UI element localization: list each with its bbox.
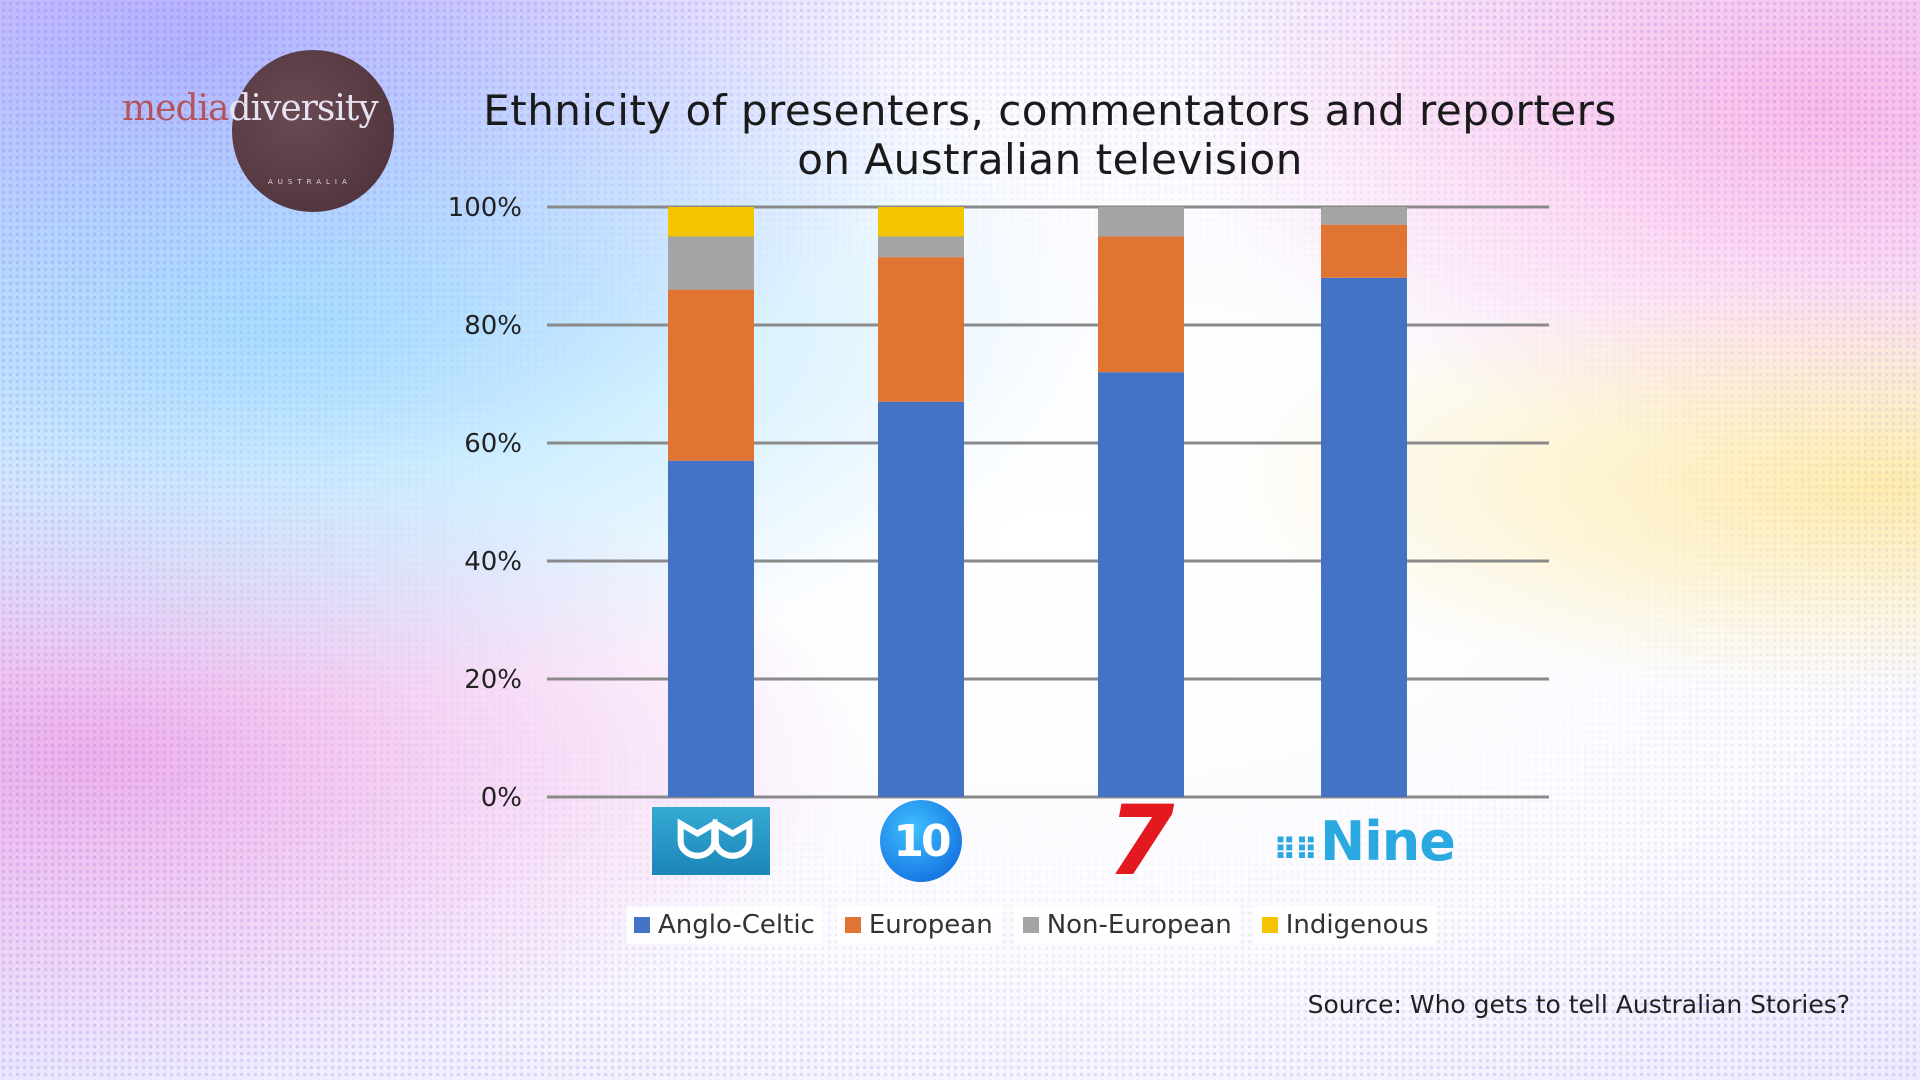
nine-dots-icon: ⠿⠿ (1273, 832, 1318, 868)
mediadiversity-logo: mediadiversity (122, 88, 379, 129)
bar-segment-non-european (1321, 207, 1407, 225)
y-tick-label: 0% (481, 783, 522, 813)
ten-logo: 10 (880, 800, 962, 882)
bar-segment-european (668, 289, 754, 461)
y-tick-label: 60% (464, 429, 522, 459)
nine-logo: ⠿⠿Nine (1273, 809, 1456, 873)
legend-swatch (844, 917, 861, 933)
category-seven-logo: 7 (1108, 793, 1175, 889)
bar-segment-anglo-celtic (1098, 372, 1184, 797)
bar-segment-non-european (1098, 207, 1184, 237)
y-tick-label: 20% (464, 665, 522, 695)
y-tick-label: 100% (448, 193, 522, 223)
bar-segment-non-european (668, 236, 754, 290)
logo-subtitle: AUSTRALIA (268, 178, 352, 186)
mediadiversity-logo-circle (232, 50, 394, 212)
bar-segment-anglo-celtic (668, 460, 754, 797)
chart-title-line-1: Ethnicity of presenters, commentators an… (483, 86, 1617, 135)
legend-item-non-european: Non-European (1014, 906, 1240, 944)
chart-title: Ethnicity of presenters, commentators an… (350, 86, 1750, 184)
bar-segment-european (878, 257, 964, 402)
category-abc-logo: ᗢᗢ (652, 805, 770, 877)
legend-item-indigenous: Indigenous (1253, 906, 1437, 944)
bar-segment-anglo-celtic (878, 401, 964, 797)
y-tick-label: 40% (464, 547, 522, 577)
legend: Anglo-Celtic European Non-European Indig… (626, 906, 1437, 944)
legend-item-european: European (836, 906, 1001, 944)
bar-segment-indigenous (668, 207, 754, 237)
category-ten-logo: 10 (880, 800, 962, 882)
legend-item-anglo-celtic: Anglo-Celtic (626, 906, 823, 944)
legend-swatch (1022, 917, 1039, 933)
bar-segment-european (1098, 236, 1184, 373)
bar-segment-non-european (878, 236, 964, 258)
y-tick-label: 80% (464, 311, 522, 341)
bar-segment-anglo-celtic (1321, 277, 1407, 797)
abc-logo-icon: ᗢᗢ (652, 807, 770, 875)
chart-title-line-2: on Australian television (797, 135, 1303, 184)
legend-swatch (634, 917, 650, 933)
category-nine-logo: ⠿⠿Nine (1273, 805, 1456, 877)
source-note: Source: Who gets to tell Australian Stor… (1307, 990, 1850, 1019)
seven-logo: 7 (1107, 785, 1175, 897)
legend-swatch (1261, 917, 1278, 933)
bar-segment-indigenous (878, 207, 964, 237)
bar-segment-european (1321, 224, 1407, 278)
